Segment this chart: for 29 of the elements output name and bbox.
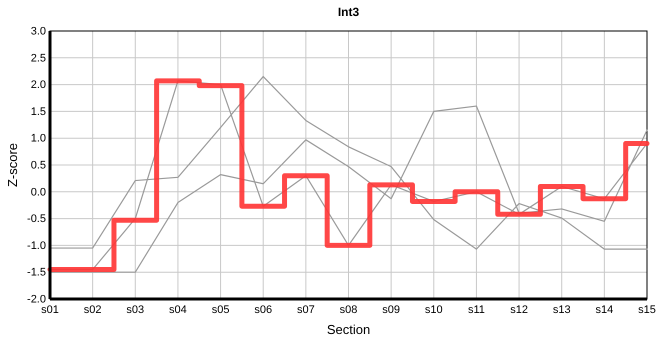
- x-tick-label: s05: [212, 304, 230, 316]
- y-tick-label: 2.0: [30, 79, 46, 92]
- y-tick-label: 1.0: [30, 132, 46, 145]
- chart-title: Int3: [338, 5, 360, 19]
- x-tick-label: s04: [169, 304, 187, 316]
- y-tick-label: 2.5: [30, 52, 46, 64]
- x-tick-label: s12: [510, 304, 528, 316]
- y-tick-label: 3.0: [30, 26, 46, 38]
- y-tick-label: -0.5: [27, 213, 46, 226]
- y-tick-label: -1.0: [27, 240, 46, 252]
- y-tick-label: -2.0: [27, 294, 46, 306]
- x-tick-label: s06: [254, 304, 272, 316]
- x-tick-label: s01: [41, 304, 59, 316]
- x-tick-label: s07: [296, 304, 315, 316]
- y-tick-label: -1.5: [27, 266, 46, 279]
- x-tick-label: s10: [424, 304, 443, 316]
- y-tick-label: 1.5: [30, 106, 46, 118]
- y-tick-label: 0.0: [30, 186, 46, 198]
- x-tick-label: s03: [126, 304, 144, 316]
- x-tick-label: s08: [340, 304, 358, 316]
- x-tick-label: s02: [84, 304, 102, 316]
- x-tick-label: s14: [595, 304, 614, 316]
- y-tick-label: 0.5: [30, 160, 46, 172]
- y-axis-title: Z-score: [5, 142, 20, 188]
- x-axis-title: Section: [326, 322, 370, 337]
- x-tick-label: s13: [552, 304, 571, 316]
- x-tick-label: s11: [468, 304, 485, 316]
- x-tick-label: s15: [638, 304, 656, 316]
- x-tick-label: s09: [382, 304, 400, 316]
